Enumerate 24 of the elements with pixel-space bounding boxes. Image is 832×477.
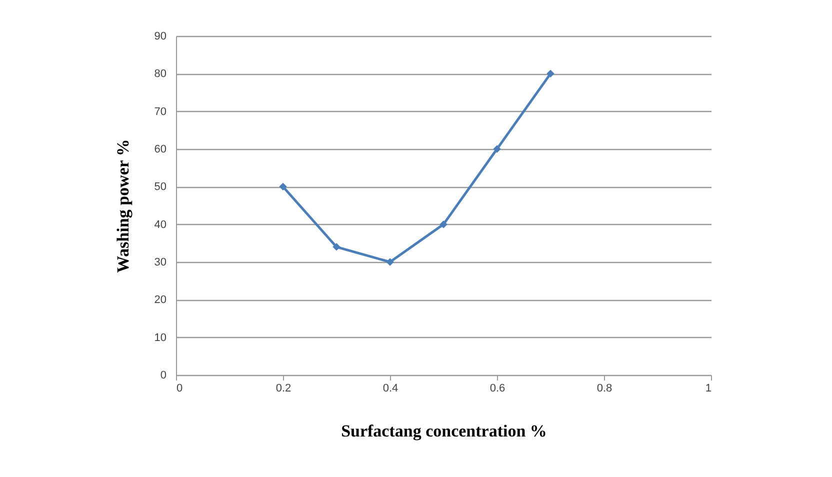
y-axis-title: Washing power % xyxy=(113,139,132,273)
point xyxy=(279,182,287,191)
y-tick-label: 40 xyxy=(154,218,166,231)
x-tick-label: 0.6 xyxy=(490,382,506,394)
y-tick-label: 0 xyxy=(160,370,166,382)
x-tick-label: 1 xyxy=(705,382,712,394)
y-tick-label: 10 xyxy=(154,332,166,344)
y-tick-label: 30 xyxy=(154,256,166,268)
y-tick-label: 70 xyxy=(154,106,166,118)
point xyxy=(493,145,501,153)
y-tick-label: 50 xyxy=(154,181,166,194)
point xyxy=(546,70,554,78)
y-tick-label: 60 xyxy=(154,144,166,156)
point xyxy=(386,258,394,266)
x-axis-title: Surfactang concentration % xyxy=(341,422,547,440)
y-tick-label: 20 xyxy=(154,294,166,306)
x-tick-label: 0 xyxy=(176,382,183,394)
y-tick-label: 80 xyxy=(154,68,166,80)
x-tick-label: 0.4 xyxy=(382,382,398,394)
x-tick-label: 0.2 xyxy=(276,382,292,394)
point xyxy=(332,243,340,251)
point xyxy=(440,220,448,228)
y-tick-label: 90 xyxy=(154,30,166,42)
x-tick-label: 0.8 xyxy=(596,382,612,394)
